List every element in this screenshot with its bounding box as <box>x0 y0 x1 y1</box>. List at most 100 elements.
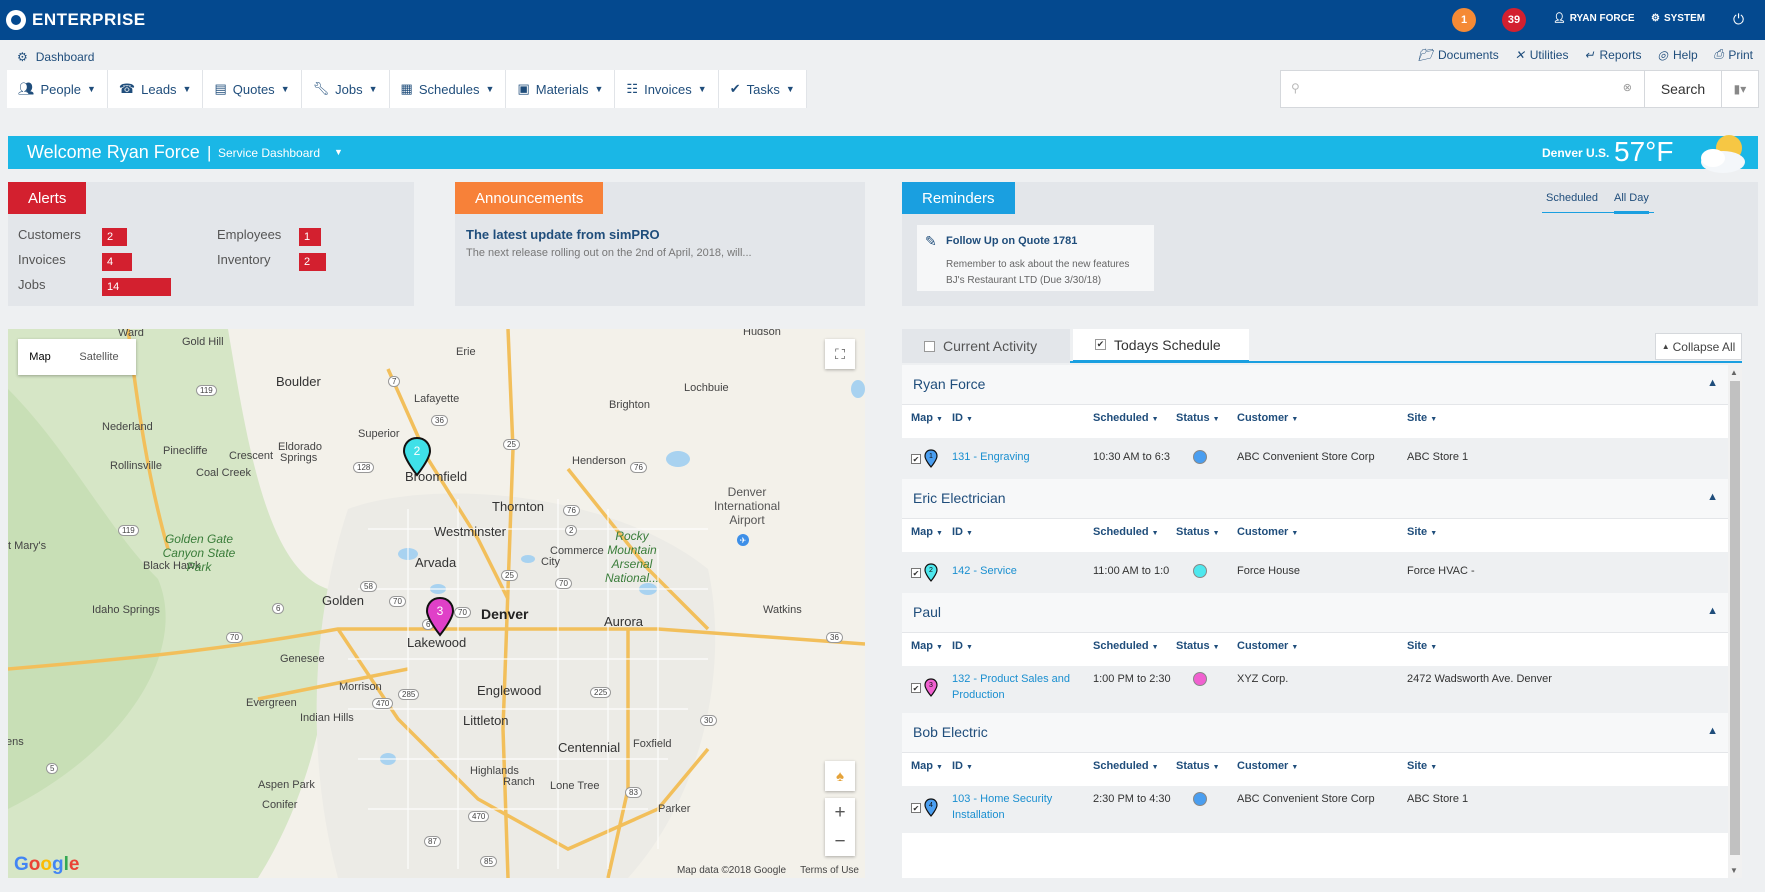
col-customer[interactable]: Customer ▼ <box>1237 760 1299 772</box>
map-pin-icon[interactable]: 1 <box>924 449 938 468</box>
fullscreen-icon[interactable]: ⛶ <box>825 339 855 369</box>
job-id-link[interactable]: 132 - Product Sales and <box>952 673 1071 685</box>
map-pin-icon[interactable]: 3 <box>924 678 938 697</box>
scroll-up-icon[interactable]: ▲ <box>1730 368 1738 377</box>
utilities-link[interactable]: ✕ Utilities <box>1515 47 1569 62</box>
col-status[interactable]: Status ▼ <box>1176 760 1220 772</box>
alert-jobs-label[interactable]: Jobs <box>18 277 46 292</box>
col-customer[interactable]: Customer ▼ <box>1237 526 1299 538</box>
caret-up-icon[interactable]: ▲ <box>1707 605 1718 617</box>
col-site[interactable]: Site ▼ <box>1407 526 1438 538</box>
map-view[interactable]: Map Satellite ⛶ Boulder Broomfield Denve… <box>8 329 865 878</box>
announcement-headline[interactable]: The latest update from simPRO <box>466 227 660 242</box>
caret-down-icon[interactable]: ▼ <box>334 147 343 157</box>
nav-schedules[interactable]: ▦ Schedules ▼ <box>390 70 507 108</box>
tab-all-day[interactable]: All Day <box>1614 192 1649 214</box>
alert-inventory-label[interactable]: Inventory <box>217 252 271 267</box>
documents-link[interactable]: 📁︎ Documents <box>1418 47 1499 62</box>
clear-icon[interactable]: ⊗ <box>1622 82 1632 94</box>
terms-link[interactable]: Terms of Use <box>800 865 859 876</box>
job-id-link[interactable]: 142 - Service <box>952 565 1017 577</box>
search-button[interactable]: Search <box>1645 70 1722 108</box>
alert-jobs-count[interactable]: 14 <box>102 278 171 296</box>
col-id[interactable]: ID ▼ <box>952 760 973 772</box>
tab-checkbox[interactable] <box>924 340 935 352</box>
col-status[interactable]: Status ▼ <box>1176 640 1220 652</box>
alert-customers-label[interactable]: Customers <box>18 227 81 242</box>
group-header[interactable]: Bob Electric ▲ <box>902 713 1728 753</box>
col-scheduled[interactable]: Scheduled ▼ <box>1093 640 1159 652</box>
col-scheduled[interactable]: Scheduled ▼ <box>1093 526 1159 538</box>
col-status[interactable]: Status ▼ <box>1176 412 1220 424</box>
col-id[interactable]: ID ▼ <box>952 412 973 424</box>
col-status[interactable]: Status ▼ <box>1176 526 1220 538</box>
col-site[interactable]: Site ▼ <box>1407 640 1438 652</box>
help-link[interactable]: ◎ Help <box>1658 47 1698 62</box>
nav-invoices[interactable]: ☷ Invoices ▼ <box>615 70 719 108</box>
caret-up-icon[interactable]: ▲ <box>1707 725 1718 737</box>
nav-quotes[interactable]: ▤ Quotes ▼ <box>203 70 302 108</box>
alert-invoices-label[interactable]: Invoices <box>18 252 66 267</box>
user-menu[interactable]: 👤︎ RYAN FORCE <box>1553 13 1635 24</box>
row-checkbox[interactable]: ✔ <box>911 683 921 693</box>
nav-people[interactable]: 👥︎ People ▼ <box>7 70 108 108</box>
tab-current-activity[interactable]: Current Activity <box>902 329 1070 363</box>
nav-materials[interactable]: ▣ Materials ▼ <box>506 70 616 108</box>
tab-scheduled[interactable]: Scheduled <box>1546 192 1598 204</box>
row-checkbox[interactable]: ✔ <box>911 454 921 464</box>
table-row[interactable]: ✔ 4 103 - Home Security Installation 2:3… <box>902 786 1728 833</box>
tab-checkbox[interactable]: ✔ <box>1095 339 1106 350</box>
dashboard-link[interactable]: ⚙ Dashboard <box>17 50 94 64</box>
alert-badge[interactable]: 39 <box>1502 8 1526 32</box>
nav-jobs[interactable]: 🔧︎ Jobs ▼ <box>302 70 390 108</box>
reminder-title[interactable]: Follow Up on Quote 1781 <box>946 235 1078 247</box>
map-pin-2[interactable]: 2 <box>403 437 431 477</box>
zoom-out-button[interactable]: − <box>834 830 846 852</box>
tab-todays-schedule[interactable]: ✔ Todays Schedule <box>1073 329 1249 363</box>
col-id[interactable]: ID ▼ <box>952 526 973 538</box>
dashboard-selector[interactable]: Service Dashboard <box>218 146 321 160</box>
col-scheduled[interactable]: Scheduled ▼ <box>1093 412 1159 424</box>
col-map[interactable]: Map ▼ <box>911 640 943 652</box>
map-type-satellite[interactable]: Satellite <box>79 351 119 363</box>
group-header[interactable]: Ryan Force ▲ <box>902 365 1728 405</box>
map-type-map[interactable]: Map <box>29 351 51 363</box>
map-pin-icon[interactable]: 2 <box>924 563 938 582</box>
scroll-thumb[interactable] <box>1730 381 1740 855</box>
scrollbar[interactable]: ▲ ▼ <box>1728 365 1742 878</box>
table-row[interactable]: ✔ 1 131 - Engraving 10:30 AM to 6:3 ABC … <box>902 438 1728 479</box>
job-id-link-line2[interactable]: Production <box>952 689 1005 701</box>
search-input[interactable] <box>1307 79 1607 99</box>
zoom-in-button[interactable]: + <box>834 801 846 823</box>
col-customer[interactable]: Customer ▼ <box>1237 412 1299 424</box>
group-header[interactable]: Eric Electrician ▲ <box>902 479 1728 519</box>
row-checkbox[interactable]: ✔ <box>911 568 921 578</box>
col-map[interactable]: Map ▼ <box>911 760 943 772</box>
reports-link[interactable]: ↵ Reports <box>1584 47 1641 62</box>
nav-tasks[interactable]: ✔ Tasks ▼ <box>719 70 807 108</box>
map-pin-icon[interactable]: 4 <box>924 798 938 817</box>
power-icon[interactable]: ⏻ <box>1733 11 1745 27</box>
notification-badge[interactable]: 1 <box>1452 8 1476 32</box>
job-id-link[interactable]: 131 - Engraving <box>952 451 1030 463</box>
nav-leads[interactable]: ☎ Leads ▼ <box>108 70 204 108</box>
print-link[interactable]: ⎙ Print <box>1714 47 1753 62</box>
brand[interactable]: ENTERPRISE <box>6 10 146 30</box>
caret-up-icon[interactable]: ▲ <box>1707 491 1718 503</box>
col-map[interactable]: Map ▼ <box>911 412 943 424</box>
alert-employees-label[interactable]: Employees <box>217 227 282 242</box>
alert-employees-count[interactable]: 1 <box>299 228 321 246</box>
col-id[interactable]: ID ▼ <box>952 640 973 652</box>
alert-invoices-count[interactable]: 4 <box>102 253 132 271</box>
alert-customers-count[interactable]: 2 <box>102 228 127 246</box>
table-row[interactable]: ✔ 3 132 - Product Sales and Production 1… <box>902 666 1728 713</box>
job-id-link-line2[interactable]: Installation <box>952 809 1005 821</box>
collapse-all-button[interactable]: ▲ Collapse All <box>1655 333 1742 360</box>
pegman-icon[interactable]: ♠ <box>825 761 855 791</box>
col-site[interactable]: Site ▼ <box>1407 760 1438 772</box>
col-customer[interactable]: Customer ▼ <box>1237 640 1299 652</box>
group-header[interactable]: Paul ▲ <box>902 593 1728 633</box>
system-menu[interactable]: ⚙ SYSTEM <box>1651 13 1705 24</box>
table-row[interactable]: ✔ 2 142 - Service 11:00 AM to 1:0 Force … <box>902 552 1728 593</box>
job-id-link[interactable]: 103 - Home Security <box>952 793 1053 805</box>
